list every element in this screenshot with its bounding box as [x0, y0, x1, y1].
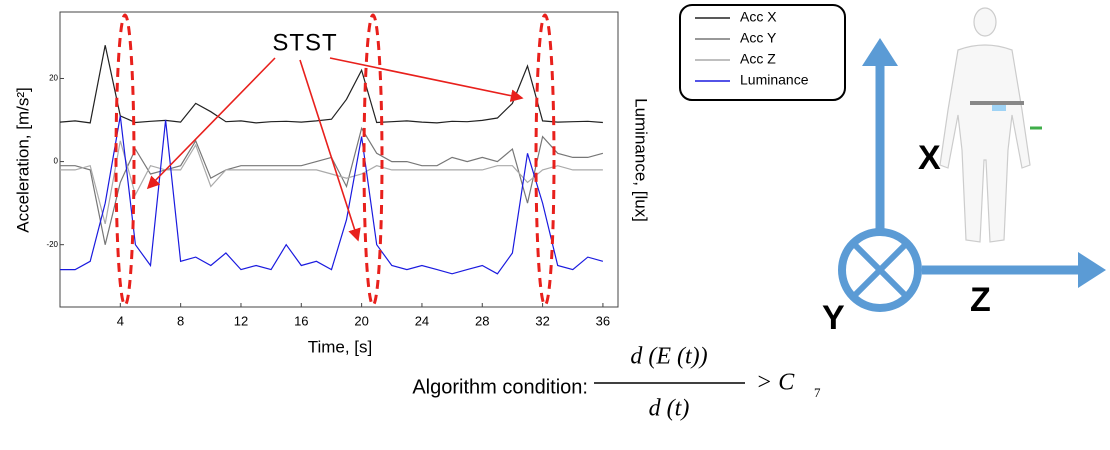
legend: Acc X Acc Y Acc Z Luminance	[695, 9, 809, 88]
y-tick-label: -20	[46, 240, 58, 249]
cross	[851, 241, 909, 299]
ellipse	[114, 13, 136, 307]
x-tick-label: 4	[117, 313, 124, 328]
x-tick-label: 12	[234, 313, 248, 328]
arrow	[146, 57, 276, 190]
formula-subscript: 7	[814, 385, 821, 400]
axis-label: Z	[970, 281, 991, 319]
x-tick-label: 16	[294, 313, 308, 328]
y-tick-label: 0	[54, 157, 59, 166]
arrow	[299, 59, 361, 242]
x-tick-label: 8	[177, 313, 184, 328]
ellipse	[362, 13, 384, 307]
legend-box	[679, 4, 846, 101]
x-tick-label: 32	[535, 313, 549, 328]
sensor	[992, 105, 1006, 111]
axes-diagram	[838, 38, 1106, 312]
annotation-arrows	[146, 57, 524, 242]
series-line	[60, 126, 604, 245]
x-axis-label: Time, [s]	[308, 337, 373, 356]
body-figure	[939, 7, 1031, 243]
axis-circle	[838, 228, 922, 312]
axis-label: X	[918, 139, 941, 177]
x-tick-label: 20	[354, 313, 368, 328]
y2-axis-label: Luminance, [lux]	[632, 98, 651, 222]
x-tick-label: 24	[415, 313, 429, 328]
formula-relation: > C	[756, 370, 795, 396]
series-line	[60, 140, 603, 225]
axis-label: Y	[822, 299, 845, 337]
arrow	[329, 57, 524, 102]
formula-denominator: d (t)	[649, 396, 690, 422]
legend-label: Acc Z	[740, 51, 776, 67]
legend-label: Acc X	[740, 9, 777, 25]
series-line	[60, 115, 604, 275]
series-line	[59, 45, 603, 124]
formula-label: Algorithm condition:	[412, 376, 588, 398]
x-tick-label: 36	[596, 313, 610, 328]
y-tick-label: 20	[49, 74, 58, 83]
plot-area: 4 8 12 16 20 24 28 32 36 20 0 -20	[46, 45, 610, 328]
annotation: STST	[272, 29, 337, 56]
formula-numerator: d (E (t))	[630, 344, 707, 370]
arrow-head	[862, 38, 898, 66]
highlight-ellipses	[114, 13, 556, 307]
ellipse	[534, 13, 556, 307]
plot-frame	[59, 11, 619, 308]
y-axis-label: Acceleration, [m/s²]	[13, 87, 32, 233]
legend-label: Luminance	[740, 72, 809, 88]
x-tick-label: 28	[475, 313, 489, 328]
legend-label: Acc Y	[740, 30, 777, 46]
arrow-head	[1078, 252, 1106, 288]
